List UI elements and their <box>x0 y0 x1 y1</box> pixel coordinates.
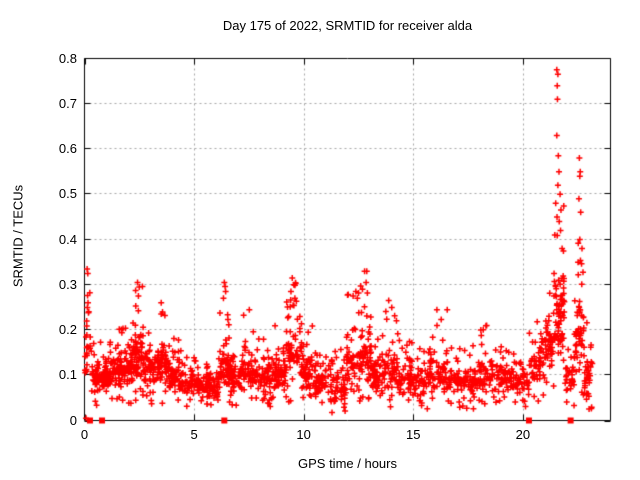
x-axis-title: GPS time / hours <box>298 456 397 471</box>
y-tick-label: 0.6 <box>58 141 77 156</box>
y-tick-label: 0.5 <box>58 186 77 202</box>
x-tick-label: 10 <box>296 427 311 442</box>
x-tick-label: 5 <box>190 427 198 442</box>
y-tick-label: 0.3 <box>58 276 77 292</box>
y-tick-label: 0.2 <box>58 322 77 337</box>
y-tick-label: 0.8 <box>58 50 77 66</box>
y-tick-label: 0.7 <box>58 95 77 111</box>
y-tick-label: 0.1 <box>58 367 77 383</box>
x-tick-label: 0 <box>80 427 89 442</box>
chart-title: Day 175 of 2022, SRMTID for receiver ald… <box>222 18 473 33</box>
y-tick-label: 0.4 <box>58 231 77 247</box>
y-tick-label: 0 <box>69 412 77 428</box>
x-tick-label: 15 <box>406 427 421 442</box>
x-tick-label: 20 <box>515 427 531 442</box>
